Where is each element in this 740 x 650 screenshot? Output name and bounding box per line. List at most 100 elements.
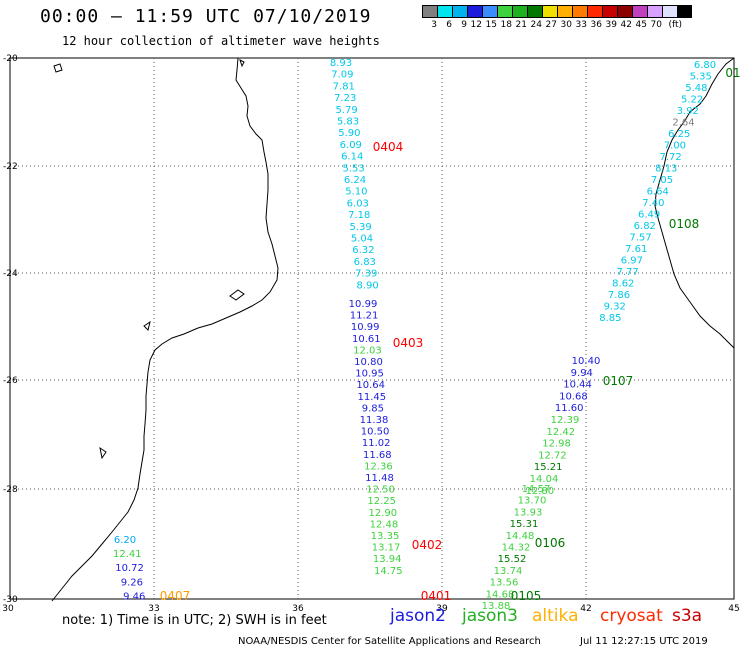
scale-swatch: [497, 5, 512, 18]
track-0403-value: 12.03: [353, 345, 382, 356]
track-0403-value: 10.99: [349, 299, 378, 310]
track-0404-value: 5.79: [335, 105, 357, 116]
track-0404-value: 7.39: [355, 269, 377, 280]
track-0108-value: 6.82: [634, 221, 656, 232]
track-0403-value: 13.94: [373, 554, 402, 565]
track-0108-label: 0108: [669, 217, 700, 231]
lat-tick-label: -22: [3, 162, 18, 172]
africa-coastline: [51, 57, 279, 602]
track-0403-value: 10.95: [355, 369, 384, 380]
track-0403-value: 11.38: [360, 415, 389, 426]
track-0404-value: 5.83: [337, 117, 359, 128]
scale-label: 9: [461, 20, 467, 30]
scale-label: 33: [575, 20, 587, 30]
track-0108-value: 5.35: [690, 72, 712, 83]
lat-tick-label: -24: [3, 269, 18, 279]
track-0108-value: 6.49: [638, 210, 660, 221]
scale-swatch: [677, 5, 692, 18]
color-scale-boxes: [422, 5, 692, 18]
track-0404-value: 5.04: [351, 234, 373, 245]
track-0107-value: 10.40: [572, 356, 601, 367]
lon-tick-label: 39: [436, 604, 448, 614]
track-0106-value: 14.48: [506, 531, 535, 542]
scale-label: 3: [431, 20, 437, 30]
track-0404-value: 8.93: [330, 58, 352, 69]
track-0403-value: 9.85: [362, 403, 384, 414]
track-0404-value: 6.24: [344, 175, 366, 186]
inland-feature: [143, 320, 151, 331]
scale-swatch: [422, 5, 437, 18]
scale-swatch: [437, 5, 452, 18]
track-0106-value: 13.93: [514, 507, 543, 518]
scale-swatch: [662, 5, 677, 18]
track-0108-value: 7.57: [629, 233, 651, 244]
track-0106-value: 13.70: [518, 496, 547, 507]
legend-s3a: s3a: [672, 606, 703, 626]
track-0403-value: 12.90: [368, 508, 397, 519]
track-0404-value: 5.53: [342, 163, 364, 174]
track-0107-value: 14.04: [530, 474, 559, 485]
track-0108-value: 7.77: [616, 267, 638, 278]
lat-tick-label: -30: [3, 595, 18, 605]
track-0403-value: 10.61: [352, 334, 381, 345]
page-subtitle: 12 hour collection of altimeter wave hei…: [62, 34, 380, 48]
scale-swatch: [542, 5, 557, 18]
scale-label: 24: [530, 20, 542, 30]
lon-tick-label: 42: [580, 604, 591, 614]
track-0108-value: 3.92: [677, 106, 699, 117]
track-0107-value: 12.98: [542, 439, 571, 450]
track-0404-value: 6.09: [340, 140, 362, 151]
lon-tick-label: 45: [728, 604, 739, 614]
track-0404-value: 6.03: [347, 198, 369, 209]
inland-feature: [229, 289, 245, 301]
track-0105-label: 0105: [511, 589, 542, 603]
track-0107-value: 12.72: [538, 450, 567, 461]
map-frame: [9, 57, 735, 600]
track-0108-value: 8.62: [612, 279, 634, 290]
track-0108-value: 2.64: [672, 118, 694, 129]
island-outline: [239, 59, 245, 68]
scale-label: 6: [446, 20, 452, 30]
track-0108-value: 6.97: [621, 256, 643, 267]
track-0107-value: 12.42: [546, 427, 575, 438]
track-0407-value: 9.26: [121, 577, 143, 588]
scale-label: 15: [485, 20, 497, 30]
track-0108-value: 6.80: [694, 60, 716, 71]
track-0404-value: 6.83: [354, 257, 376, 268]
legend-cryosat: cryosat: [600, 606, 663, 626]
track-0402-label: 0402: [412, 538, 443, 552]
track-0108-value: 6.64: [647, 187, 669, 198]
track-0106-value: 13.74: [494, 566, 523, 577]
track-0106-value: 13.88: [482, 601, 511, 612]
track-0108-value: 6.25: [668, 129, 690, 140]
scale-swatch: [587, 5, 602, 18]
color-scale-labels: 3 6 9 12 15 18 21 24 27 30 33 36 39 42 45 70 (ft): [422, 20, 692, 30]
scale-label: 18: [500, 20, 512, 30]
scale-label: 42: [620, 20, 632, 30]
scale-swatch: [512, 5, 527, 18]
track-0108-value: 7.00: [664, 141, 686, 152]
lat-tick-label: -20: [3, 54, 18, 64]
track-0107-value: 12.39: [551, 415, 580, 426]
track-0404-value: 6.14: [341, 152, 363, 163]
scale-swatch: [467, 5, 482, 18]
madagascar-coastline: [654, 57, 735, 349]
track-0403-value: 10.80: [354, 357, 383, 368]
track-0403-value: 11.02: [362, 438, 391, 449]
track-0108-value: 8.13: [655, 164, 677, 175]
track-0404-value: 7.23: [334, 93, 356, 104]
track-0403-value: 10.99: [351, 322, 380, 333]
scale-label: 27: [545, 20, 557, 30]
track-0108-value: 7.40: [642, 198, 664, 209]
track-0106-value: 14.68: [486, 589, 515, 600]
track-0108-value: 7.05: [651, 175, 673, 186]
legend-jason2: jason2: [390, 606, 446, 626]
track-0403-value: 11.68: [363, 450, 392, 461]
footer-credit: NOAA/NESDIS Center for Satellite Applica…: [238, 636, 541, 647]
track-01-label: 01: [725, 66, 740, 80]
scale-label: 21: [515, 20, 527, 30]
lon-tick-label: 36: [292, 604, 304, 614]
track-0108-value: 7.72: [659, 152, 681, 163]
scale-swatch: [557, 5, 572, 18]
